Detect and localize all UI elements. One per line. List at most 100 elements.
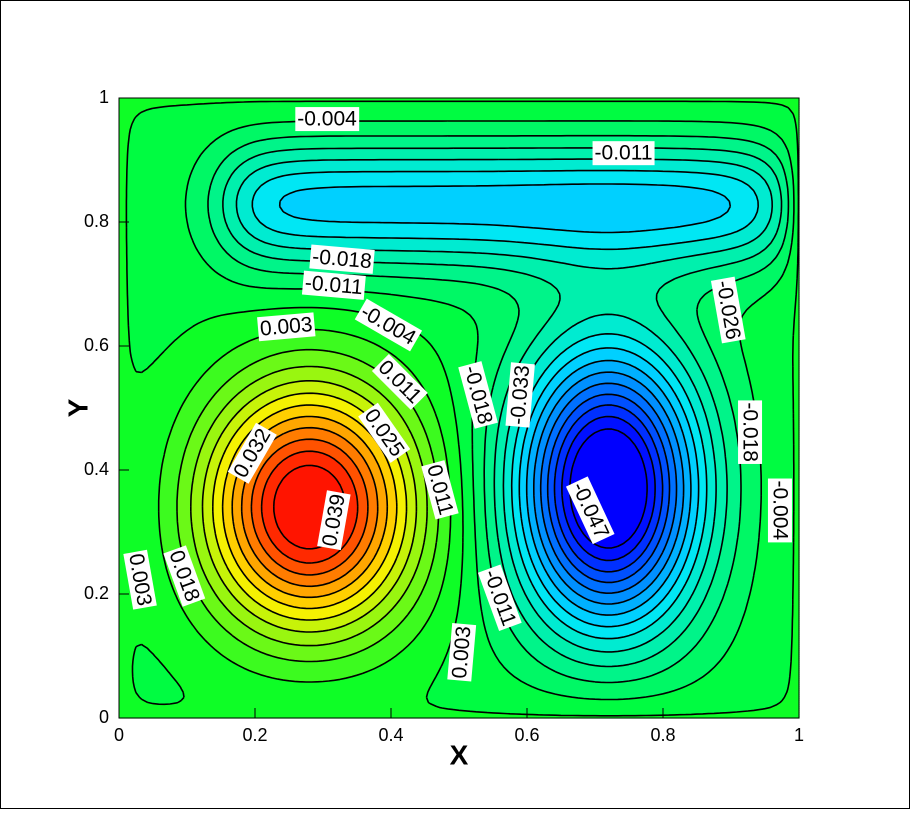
- band-cell: [763, 232, 778, 235]
- band-cell: [223, 508, 234, 511]
- band-cell: [505, 512, 514, 515]
- band-cell: [615, 416, 638, 419]
- band-cell: [561, 492, 570, 495]
- band-cell: [399, 464, 412, 467]
- band-cell: [641, 382, 656, 385]
- band-cell: [699, 494, 708, 497]
- band-cell: [417, 510, 428, 513]
- band-cell: [119, 486, 160, 489]
- band-cell: [367, 494, 378, 497]
- band-cell: [237, 206, 254, 209]
- band-cell: [705, 452, 714, 455]
- band-cell: [453, 406, 474, 409]
- band-cell: [671, 422, 680, 425]
- band-cell: [445, 448, 460, 451]
- band-cell: [661, 472, 670, 475]
- band-cell: [241, 390, 268, 393]
- band-cell: [683, 432, 692, 435]
- band-cell: [683, 364, 700, 367]
- band-cell: [129, 144, 210, 147]
- band-cell: [235, 480, 246, 483]
- band-cell: [727, 466, 742, 469]
- band-cell: [233, 512, 242, 515]
- band-cell: [753, 170, 774, 173]
- band-cell: [253, 414, 272, 417]
- band-cell: [253, 172, 306, 175]
- band-cell: [119, 106, 162, 109]
- band-cell: [567, 456, 576, 459]
- band-cell: [189, 176, 214, 179]
- band-cell: [243, 518, 254, 521]
- band-cell: [213, 512, 224, 515]
- band-cell: [725, 452, 740, 455]
- band-cell: [673, 388, 684, 391]
- band-cell: [793, 472, 800, 475]
- band-cell: [355, 446, 368, 449]
- band-cell: [389, 420, 406, 423]
- band-cell: [565, 462, 574, 465]
- band-cell: [715, 480, 728, 483]
- band-cell: [717, 408, 734, 411]
- band-cell: [505, 350, 528, 353]
- band-cell: [663, 476, 670, 479]
- band-cell: [417, 414, 436, 417]
- band-cell: [351, 430, 368, 433]
- band-cell: [655, 426, 664, 429]
- band-cell: [553, 360, 572, 363]
- band-cell: [409, 430, 426, 433]
- band-cell: [669, 382, 682, 385]
- band-cell: [667, 516, 676, 519]
- band-cell: [697, 504, 708, 507]
- band-cell: [679, 242, 750, 245]
- band-cell: [119, 410, 180, 413]
- band-cell: [659, 288, 714, 291]
- band-cell: [223, 430, 238, 433]
- band-cell: [551, 260, 664, 263]
- band-cell: [793, 342, 800, 345]
- band-cell: [357, 496, 368, 499]
- band-cell: [541, 502, 550, 505]
- band-cell: [397, 512, 408, 515]
- band-cell: [499, 366, 518, 369]
- band-cell: [713, 398, 730, 401]
- band-cell: [361, 472, 372, 475]
- band-cell: [457, 428, 474, 431]
- band-cell: [543, 520, 552, 523]
- band-cell: [211, 266, 250, 269]
- band-cell: [687, 372, 704, 375]
- band-cell: [365, 524, 378, 527]
- band-cell: [499, 426, 510, 429]
- band-cell: [643, 422, 654, 425]
- band-cell: [223, 502, 234, 505]
- band-cell: [547, 478, 556, 481]
- band-cell: [345, 500, 358, 503]
- band-cell: [793, 232, 800, 235]
- band-cell: [423, 424, 440, 427]
- band-cell: [463, 518, 476, 521]
- band-cell: [417, 512, 428, 515]
- band-cell: [391, 468, 402, 471]
- band-cell: [761, 458, 794, 461]
- band-cell: [497, 522, 506, 525]
- band-cell: [541, 416, 550, 419]
- band-cell: [385, 524, 396, 527]
- band-cell: [281, 422, 340, 425]
- band-cell: [119, 244, 128, 247]
- band-cell: [427, 394, 452, 397]
- band-cell: [207, 466, 220, 469]
- band-cell: [713, 352, 744, 355]
- band-cell: [461, 484, 474, 487]
- band-cell: [167, 440, 190, 443]
- band-cell: [475, 518, 486, 521]
- band-cell: [205, 408, 224, 411]
- band-cell: [199, 452, 214, 455]
- band-cell: [741, 514, 762, 517]
- band-cell: [131, 358, 158, 361]
- band-cell: [119, 212, 128, 215]
- band-cell: [475, 526, 488, 529]
- band-cell: [547, 422, 556, 425]
- band-cell: [179, 472, 196, 475]
- band-cell: [547, 492, 556, 495]
- band-cell: [757, 142, 786, 145]
- band-cell: [215, 362, 254, 365]
